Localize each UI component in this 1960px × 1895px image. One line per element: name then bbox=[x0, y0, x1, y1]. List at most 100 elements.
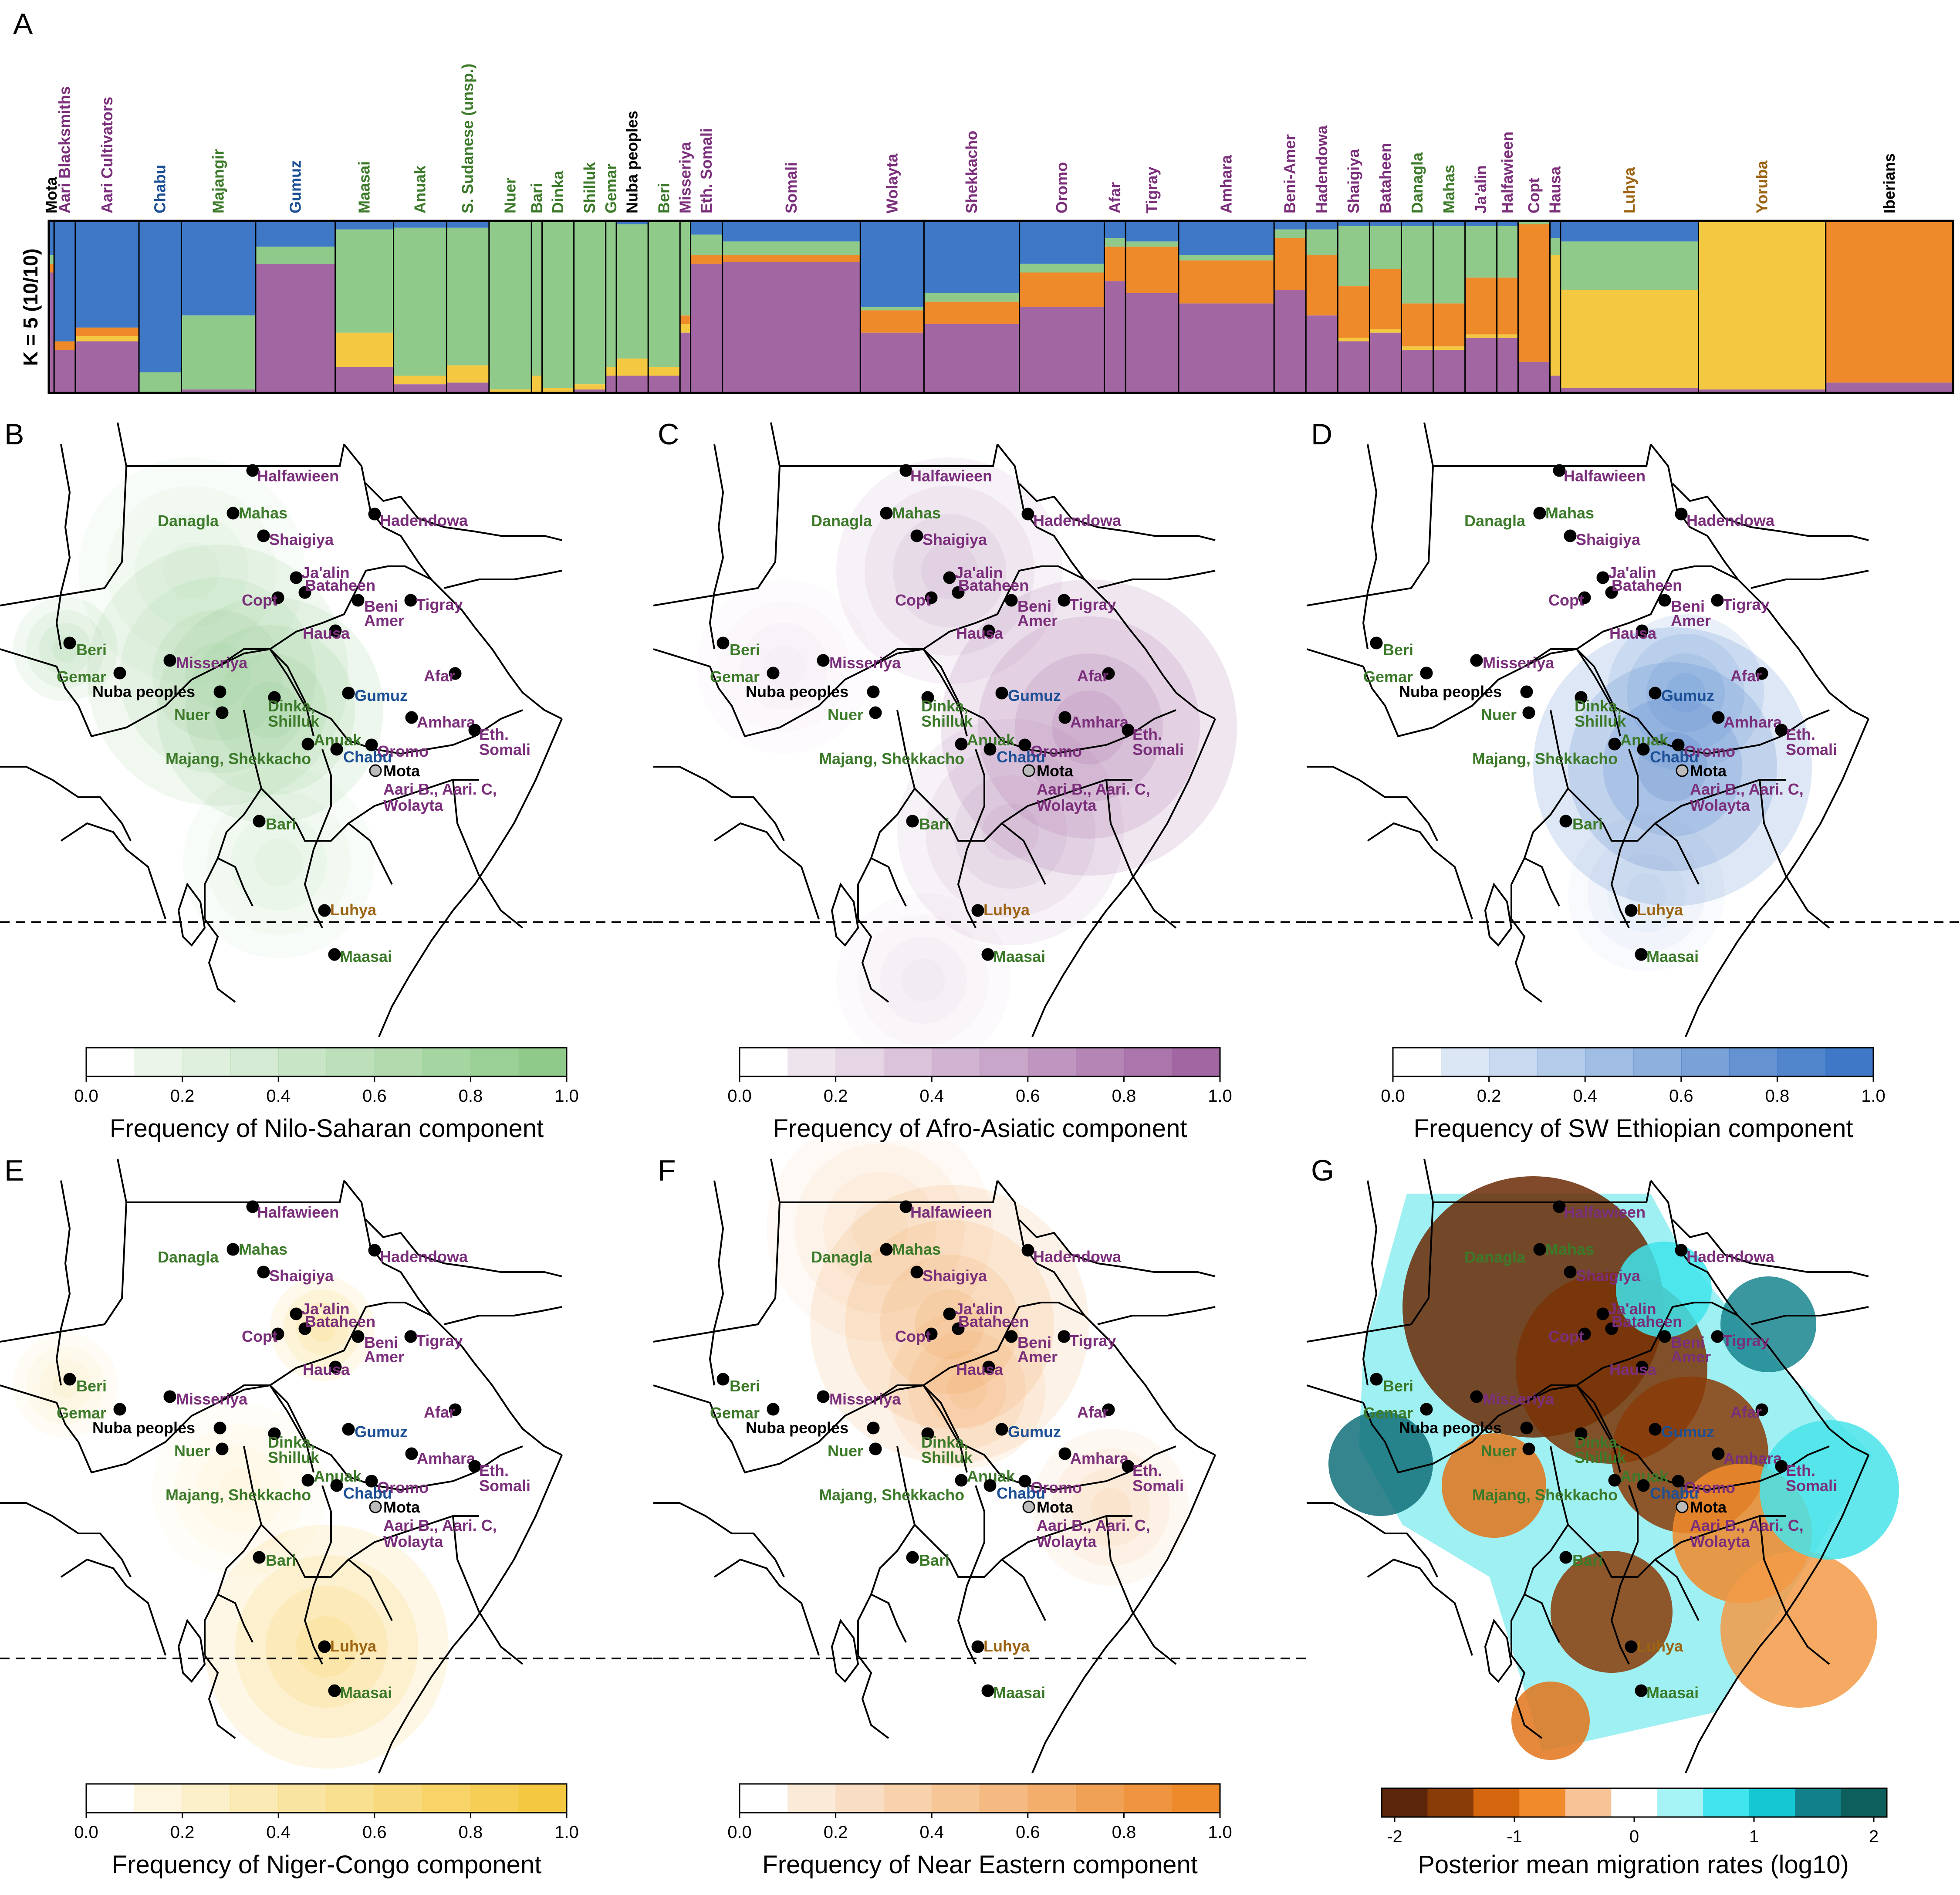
map-population-label: Mota bbox=[1690, 762, 1727, 780]
colorbar-tick-label: 0.2 bbox=[170, 1823, 195, 1842]
admixture-column bbox=[446, 221, 490, 393]
map-population-label: Tigray bbox=[416, 1332, 463, 1350]
map-population-label: Nuba peoples bbox=[92, 1419, 195, 1437]
sample-location-dot bbox=[869, 1442, 882, 1455]
sample-location-dot bbox=[1005, 1330, 1018, 1343]
admixture-segment bbox=[1369, 226, 1402, 269]
map-panel-d: Halfawieen Danagla Mahas Shaigiya Hadendowa J… bbox=[1307, 418, 1960, 1143]
map-panel-c: Halfawieen Danagla Mahas Shaigiya Hadendowa J… bbox=[653, 418, 1307, 1143]
map-population-label: Mahas bbox=[1545, 504, 1594, 522]
admixture-segment bbox=[54, 221, 76, 342]
map-population-label: Oromo bbox=[377, 742, 429, 760]
density-contour bbox=[865, 486, 1034, 656]
panel-letter: D bbox=[1311, 418, 1332, 451]
population-label: Bari bbox=[527, 183, 545, 213]
density-contour bbox=[296, 1303, 348, 1355]
sample-location-dot bbox=[925, 1327, 938, 1340]
colorbar-tick-label: 1 bbox=[1749, 1827, 1759, 1846]
admixture-column bbox=[924, 221, 1020, 393]
map-population-label: Dinka, bbox=[921, 1433, 968, 1451]
map-population-label: Danagla bbox=[158, 1248, 219, 1266]
admixture-segment bbox=[1465, 334, 1497, 338]
map-population-label: Luhya bbox=[330, 901, 377, 919]
colorbar-tick-label: 0.6 bbox=[362, 1823, 387, 1842]
migration-blob bbox=[1511, 1682, 1590, 1760]
sample-location-dot bbox=[1711, 1330, 1724, 1343]
density-contour bbox=[39, 1359, 91, 1411]
admixture-column bbox=[1178, 221, 1274, 393]
sample-location-dot bbox=[995, 1423, 1008, 1436]
map-population-label: Mahas bbox=[1545, 1240, 1594, 1258]
map-population-label: Oromo bbox=[1031, 1479, 1082, 1496]
colorbar-tick-label: 0.6 bbox=[1669, 1086, 1693, 1106]
colorbar-segment bbox=[374, 1784, 423, 1813]
admixture-segment bbox=[542, 388, 574, 393]
map-population-label: Tigray bbox=[1069, 1332, 1116, 1350]
colorbar-tick-label: 0.4 bbox=[919, 1823, 944, 1842]
map-population-label: Danagla bbox=[1464, 512, 1526, 530]
population-label: Hausa bbox=[1546, 166, 1564, 213]
sample-location-dot bbox=[1608, 1474, 1621, 1487]
density-contour bbox=[26, 610, 105, 688]
sample-location-dot bbox=[982, 624, 995, 637]
admixture-column bbox=[255, 221, 336, 393]
colorbar-segment bbox=[86, 1048, 135, 1076]
population-label: Aari Cultivators bbox=[98, 97, 116, 213]
density-contour bbox=[1533, 627, 1812, 906]
admixture-segment bbox=[860, 221, 924, 307]
density-contour bbox=[87, 545, 348, 806]
map-panels: Halfawieen Danagla Mahas Shaigiya Hadendowa J… bbox=[0, 418, 1960, 1879]
colorbar-tick-label: 0.2 bbox=[824, 1086, 848, 1106]
density-contour bbox=[1052, 690, 1126, 765]
population-label: Anuak bbox=[411, 165, 429, 213]
admixture-segment bbox=[1306, 221, 1338, 230]
admixture-segment bbox=[605, 376, 617, 393]
colorbar-segment bbox=[1825, 1048, 1874, 1076]
colorbar-frame bbox=[739, 1047, 1221, 1077]
map-population-label: Afar bbox=[1730, 1403, 1762, 1421]
map-population-label: Aari B., Aari. C, bbox=[1037, 1516, 1150, 1534]
sample-location-dot bbox=[1605, 586, 1618, 599]
map-population-label: Shaigiya bbox=[269, 1267, 334, 1285]
map-population-label: Aari B., Aari. C, bbox=[1690, 780, 1804, 798]
population-label: S. Sudanese (unsp.) bbox=[459, 64, 476, 213]
density-contour bbox=[852, 1200, 908, 1257]
admixture-segment bbox=[446, 221, 490, 228]
colorbar-segment bbox=[470, 1048, 519, 1076]
sample-location-dot bbox=[1658, 1330, 1671, 1343]
admixture-column bbox=[542, 221, 574, 393]
colorbar-segment bbox=[86, 1784, 135, 1813]
map-population-label: Nuer bbox=[828, 1442, 863, 1460]
map-population-label: Chabu bbox=[997, 1484, 1045, 1502]
admixture-segment bbox=[616, 224, 649, 359]
migration-blob bbox=[1328, 1411, 1433, 1516]
admixture-segment bbox=[335, 221, 394, 230]
sample-location-dot bbox=[368, 508, 381, 521]
colorbar-segment bbox=[134, 1048, 183, 1076]
sample-location-dot bbox=[1636, 1360, 1649, 1374]
sample-location-dot bbox=[330, 743, 343, 756]
sample-location-dot bbox=[880, 1243, 893, 1256]
admixture-segment bbox=[1178, 221, 1274, 255]
population-label: Nuba peoples bbox=[623, 111, 641, 213]
admixture-column bbox=[75, 221, 139, 393]
population-label: Nuer bbox=[501, 178, 519, 213]
sample-location-dot bbox=[405, 1447, 418, 1460]
colorbar-tick-label: 0.8 bbox=[1765, 1086, 1790, 1106]
admixture-segment bbox=[680, 315, 691, 324]
map-population-label: Oromo bbox=[1031, 742, 1082, 760]
sample-location-dot bbox=[906, 1551, 919, 1564]
sample-location-dot bbox=[369, 764, 382, 777]
sample-location-dot bbox=[328, 948, 341, 961]
population-label: Bataheen bbox=[1376, 143, 1394, 213]
admixture-segment bbox=[1560, 388, 1699, 393]
sample-location-dot bbox=[1605, 1322, 1618, 1335]
colorbar-tick-label: 0.4 bbox=[266, 1823, 291, 1842]
population-label: Tigray bbox=[1143, 167, 1161, 213]
map-population-label: Somali bbox=[1786, 1477, 1837, 1495]
map-population-label: Hausa bbox=[956, 624, 1004, 642]
density-contour bbox=[213, 653, 327, 767]
colorbar-tick-label: 1.0 bbox=[554, 1086, 579, 1106]
map-population-label: Mota bbox=[1037, 762, 1074, 780]
